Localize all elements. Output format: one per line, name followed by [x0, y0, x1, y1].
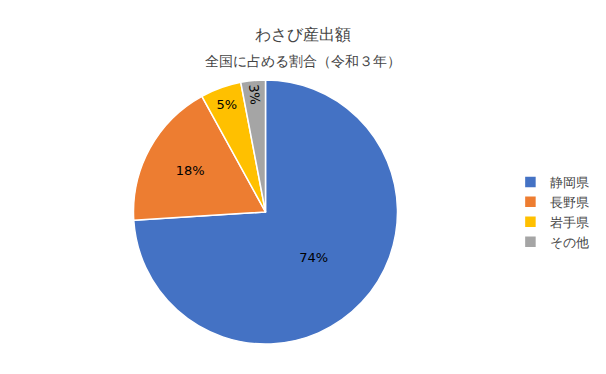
svg-text:全国に占める割合（令和３年）: 全国に占める割合（令和３年） — [205, 53, 401, 69]
svg-text:5%: 5% — [217, 97, 238, 112]
svg-text:その他: その他 — [550, 235, 589, 250]
svg-text:静岡県: 静岡県 — [550, 175, 589, 190]
svg-text:3%: 3% — [246, 83, 263, 105]
svg-text:わさび産出額: わさび産出額 — [255, 25, 351, 44]
svg-text:74%: 74% — [299, 250, 328, 265]
svg-text:18%: 18% — [176, 163, 205, 178]
svg-text:岩手県: 岩手県 — [550, 215, 589, 230]
svg-text:長野県: 長野県 — [550, 195, 589, 210]
